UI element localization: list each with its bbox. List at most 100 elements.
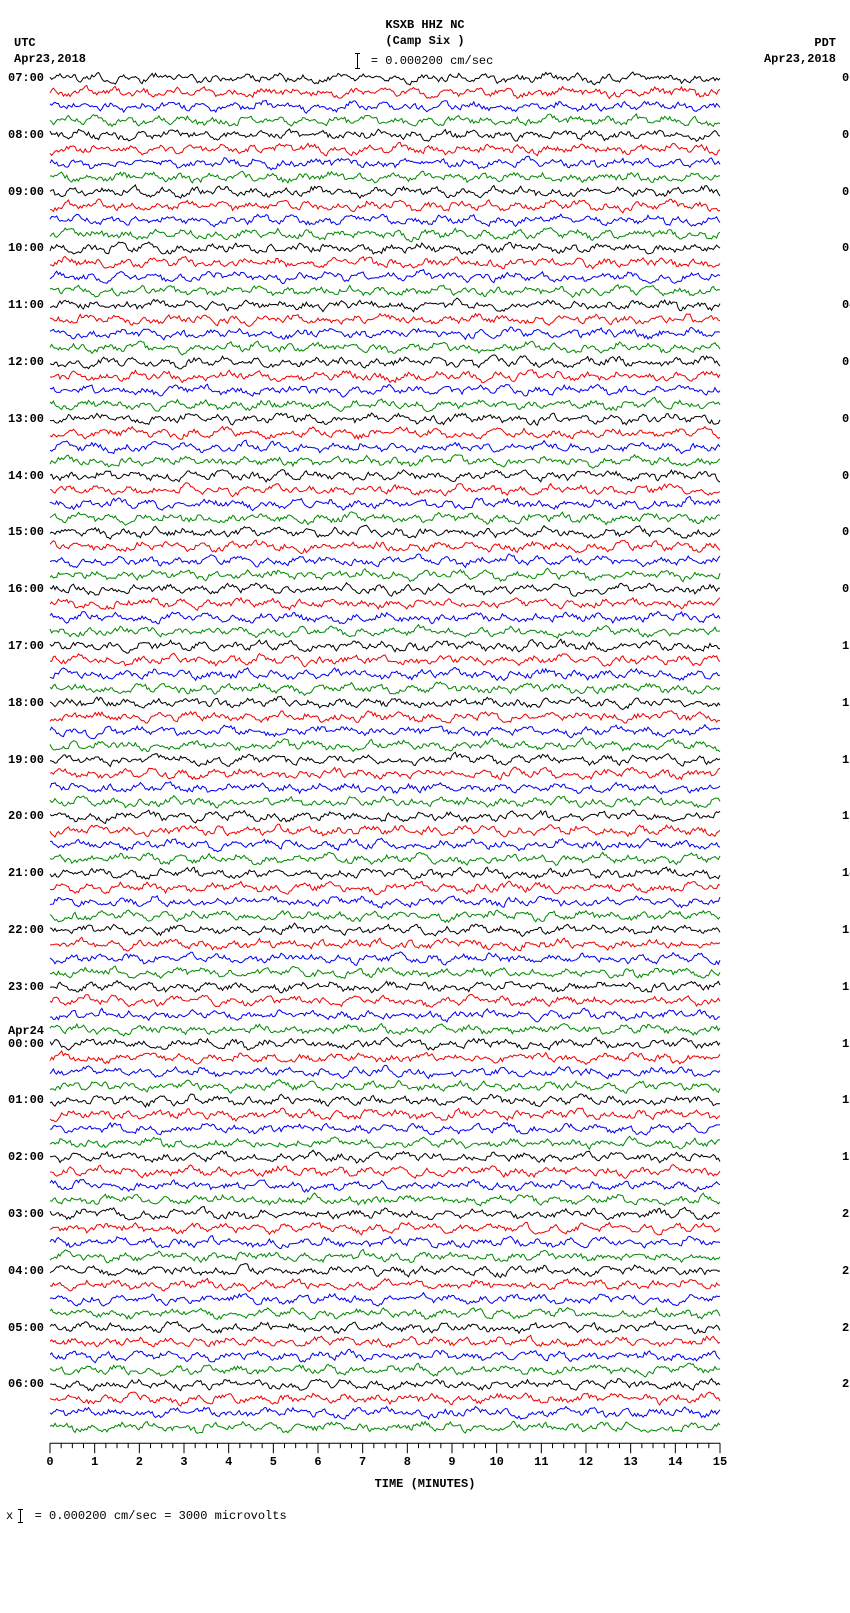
seismic-trace: [50, 824, 720, 837]
seismic-trace: [50, 1108, 720, 1121]
right-hour-label: 21:15: [842, 1264, 850, 1278]
x-tick-label: 6: [314, 1455, 321, 1469]
right-date: Apr23,2018: [764, 52, 836, 68]
right-hour-label: 17:15: [842, 1037, 850, 1051]
right-hour-label: 08:15: [842, 525, 850, 539]
seismic-trace: [50, 867, 720, 879]
plot-wrap: 0123456789101112131415 07:0008:0009:0010…: [0, 70, 850, 1475]
seismic-trace: [50, 355, 720, 369]
seismic-trace: [50, 1379, 720, 1391]
seismic-trace: [50, 1293, 720, 1306]
seismic-trace: [50, 952, 720, 965]
x-tick-label: 1: [91, 1455, 98, 1469]
left-hour-label: 11:00: [8, 298, 44, 312]
seismic-trace: [50, 1179, 720, 1192]
right-hour-label: 23:15: [842, 1377, 850, 1391]
seismic-trace: [50, 1206, 720, 1219]
left-hour-label: 03:00: [8, 1207, 44, 1221]
seismic-trace: [50, 114, 720, 126]
seismic-trace: [50, 1335, 720, 1347]
right-hour-label: 03:15: [842, 241, 850, 255]
left-hour-label: 00:00: [8, 1037, 44, 1051]
seismic-trace: [50, 1051, 720, 1064]
seismic-trace: [50, 142, 720, 155]
seismic-trace: [50, 554, 720, 568]
seismic-trace: [50, 1094, 720, 1107]
x-tick-label: 12: [579, 1455, 593, 1469]
left-hour-label: 21:00: [8, 866, 44, 880]
left-hour-label: 19:00: [8, 753, 44, 767]
right-hour-label: 19:15: [842, 1150, 850, 1164]
seismic-trace: [50, 838, 720, 852]
left-hour-label: 04:00: [8, 1264, 44, 1278]
seismic-trace: [50, 796, 720, 808]
seismic-trace: [50, 100, 720, 113]
seismic-trace: [50, 1136, 720, 1149]
left-hour-label: 02:00: [8, 1150, 44, 1164]
seismic-trace: [50, 1278, 720, 1291]
seismic-trace: [50, 214, 720, 227]
right-hour-label: 20:15: [842, 1207, 850, 1221]
x-tick-label: 3: [180, 1455, 187, 1469]
seismic-trace: [50, 384, 720, 397]
left-hour-label: 16:00: [8, 582, 44, 596]
seismic-trace: [50, 72, 720, 85]
left-hour-label: 20:00: [8, 809, 44, 823]
right-hour-label: 16:15: [842, 980, 850, 994]
seismic-trace: [50, 256, 720, 268]
left-day-break-label: Apr24: [8, 1024, 44, 1038]
seismic-trace: [50, 810, 720, 823]
seismogram-plot: 0123456789101112131415: [0, 70, 850, 1475]
seismic-trace: [50, 611, 720, 623]
seismic-trace: [50, 85, 720, 98]
left-hour-label: 13:00: [8, 412, 44, 426]
x-tick-label: 14: [668, 1455, 682, 1469]
left-hour-label: 10:00: [8, 241, 44, 255]
seismic-trace: [50, 923, 720, 936]
seismic-trace: [50, 1065, 720, 1078]
x-tick-label: 7: [359, 1455, 366, 1469]
seismic-trace: [50, 327, 720, 340]
seismic-trace: [50, 285, 720, 298]
seismic-trace: [50, 1123, 720, 1135]
seismic-trace: [50, 896, 720, 908]
seismic-trace: [50, 1236, 720, 1249]
seismic-trace: [50, 270, 720, 284]
seismic-trace: [50, 725, 720, 739]
left-hour-label: 23:00: [8, 980, 44, 994]
seismic-trace: [50, 682, 720, 695]
right-hour-label: 13:15: [842, 809, 850, 823]
x-axis-label: TIME (MINUTES): [0, 1477, 850, 1491]
seismic-trace: [50, 711, 720, 723]
right-hour-label: 01:15: [842, 128, 850, 142]
header-right: PDT Apr23,2018: [764, 36, 836, 67]
seismic-trace: [50, 1321, 720, 1333]
right-hour-label: 10:15: [842, 639, 850, 653]
left-hour-label: 09:00: [8, 185, 44, 199]
seismic-trace: [50, 525, 720, 539]
seismic-trace: [50, 583, 720, 596]
seismic-trace: [50, 413, 720, 425]
seismic-trace: [50, 1392, 720, 1406]
x-tick-label: 0: [46, 1455, 53, 1469]
left-hour-label: 22:00: [8, 923, 44, 937]
seismic-trace: [50, 228, 720, 242]
seismic-trace: [50, 1264, 720, 1278]
seismic-trace: [50, 1308, 720, 1320]
right-hour-label: 02:15: [842, 185, 850, 199]
x-tick-label: 10: [489, 1455, 503, 1469]
seismic-trace: [50, 1222, 720, 1235]
seismic-trace: [50, 767, 720, 779]
left-hour-label: 07:00: [8, 71, 44, 85]
seismic-trace: [50, 1080, 720, 1094]
scale-bar-icon: [20, 1509, 21, 1523]
seismic-trace: [50, 966, 720, 978]
left-hour-label: 06:00: [8, 1377, 44, 1391]
right-hour-label: 06:15: [842, 412, 850, 426]
seismic-trace: [50, 910, 720, 922]
seismic-trace: [50, 1349, 720, 1362]
seismic-trace: [50, 185, 720, 198]
x-tick-label: 2: [136, 1455, 143, 1469]
seismic-trace: [50, 483, 720, 497]
seismic-trace: [50, 639, 720, 653]
